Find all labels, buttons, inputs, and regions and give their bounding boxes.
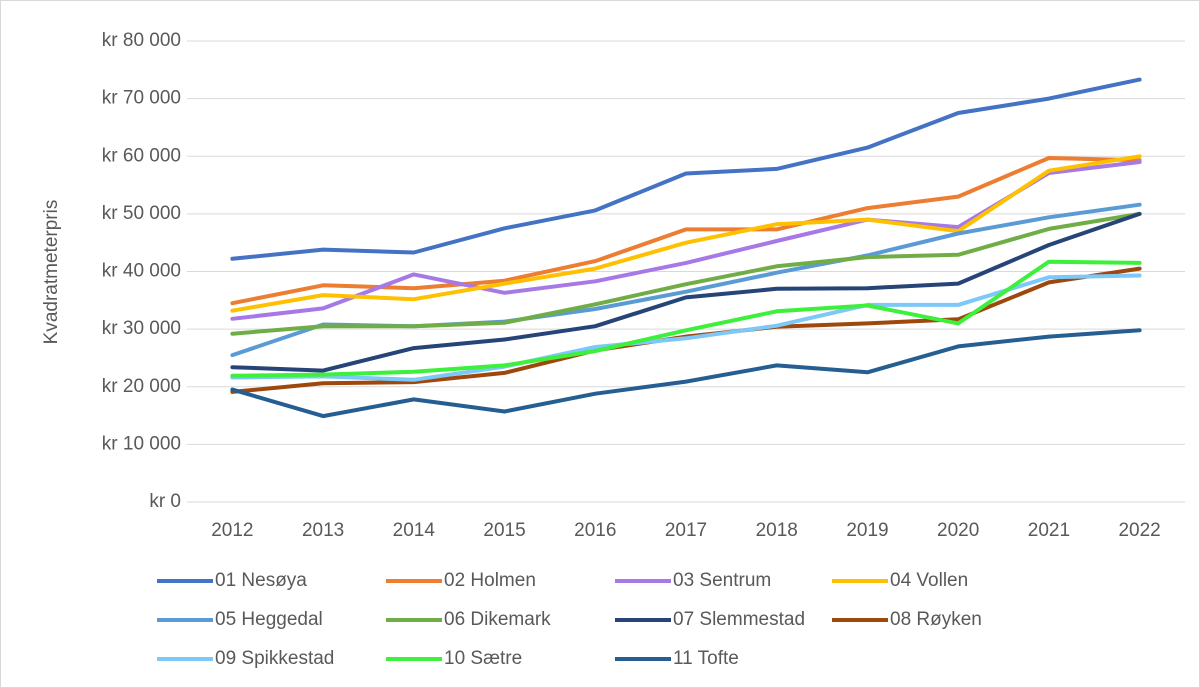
y-tick-label: kr 40 000 (102, 261, 181, 282)
series-line (230, 154, 1142, 313)
x-tick-label: 2020 (937, 520, 979, 541)
y-tick-label: kr 60 000 (102, 145, 181, 166)
legend-label: 02 Holmen (444, 570, 536, 591)
legend-label: 06 Dikemark (444, 609, 551, 630)
legend-label: 10 Sætre (444, 648, 522, 669)
x-tick-label: 2014 (393, 520, 436, 541)
legend-label: 03 Sentrum (673, 570, 771, 591)
legend-label: 08 Røyken (890, 609, 982, 630)
x-tick-label: 2012 (211, 520, 253, 541)
series-line (230, 273, 1142, 382)
x-tick-label: 2021 (1028, 520, 1070, 541)
y-axis-title: Kvadratmeterpris (41, 200, 62, 345)
legend-label: 01 Nesøya (215, 570, 307, 591)
x-tick-label: 2015 (483, 520, 525, 541)
series-line (230, 259, 1142, 378)
series-line (230, 328, 1142, 419)
series-line (230, 211, 1142, 336)
y-tick-label: kr 50 000 (102, 203, 181, 224)
y-tick-label: kr 0 (149, 491, 181, 512)
legend-label: 09 Spikkestad (215, 648, 334, 669)
x-tick-label: 2019 (846, 520, 888, 541)
y-tick-label: kr 10 000 (102, 433, 181, 454)
series-line (230, 77, 1142, 261)
y-tick-label: kr 70 000 (102, 88, 181, 109)
legend-label: 11 Tofte (673, 648, 739, 669)
legend-label: 04 Vollen (890, 570, 968, 591)
legend-label: 05 Heggedal (215, 609, 323, 630)
x-tick-label: 2013 (302, 520, 344, 541)
y-tick-label: kr 30 000 (102, 318, 181, 339)
x-tick-label: 2022 (1118, 520, 1160, 541)
legend-label: 07 Slemmestad (673, 609, 805, 630)
series-line (230, 211, 1142, 373)
y-tick-label: kr 20 000 (102, 376, 181, 397)
x-tick-label: 2017 (665, 520, 707, 541)
y-tick-label: kr 80 000 (102, 30, 181, 51)
x-tick-label: 2018 (756, 520, 798, 541)
x-tick-label: 2016 (574, 520, 616, 541)
